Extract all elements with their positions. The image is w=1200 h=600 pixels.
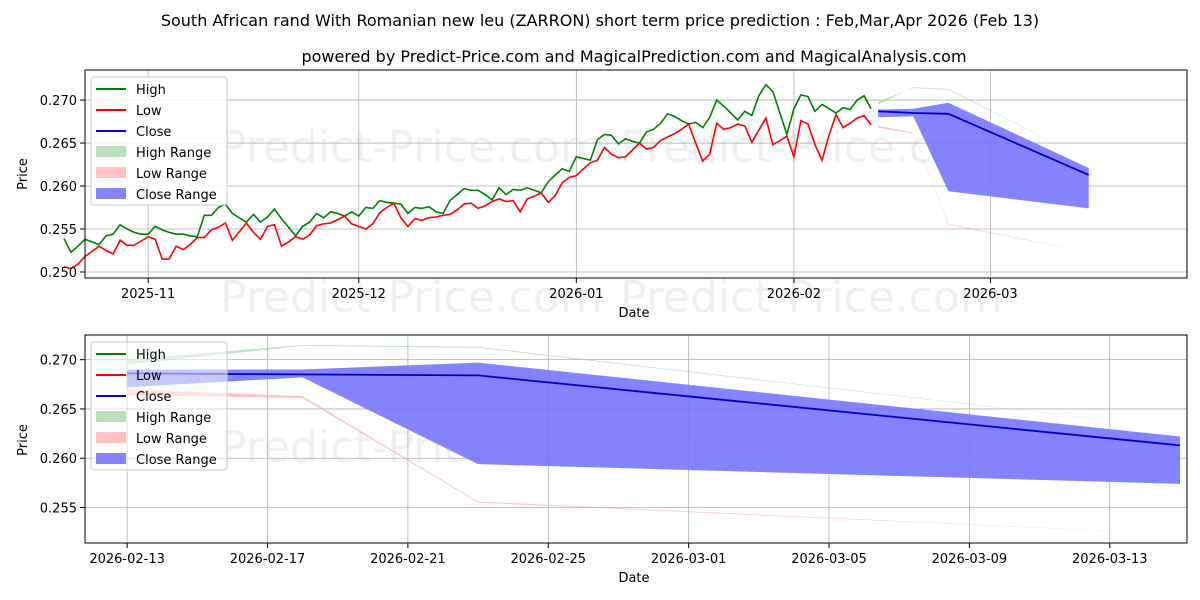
y-tick-label: 0.260 — [40, 180, 77, 195]
top-plot-frame — [84, 69, 1188, 279]
x-tick-label: 2026-03-05 — [791, 552, 867, 567]
legend-low-range-label: Low Range — [136, 167, 207, 182]
top-y-axis-label: Price — [16, 158, 31, 190]
legend-high-range-swatch — [96, 411, 126, 422]
x-tick-label: 2026-02-21 — [370, 552, 446, 567]
legend-high-range-swatch — [96, 146, 126, 157]
y-tick-label: 0.255 — [40, 502, 77, 517]
x-tick-label: 2026-02-13 — [89, 552, 165, 567]
legend-close-range-label: Close Range — [136, 453, 217, 468]
bottom-y-axis-label: Price — [16, 424, 31, 456]
high-range-area — [127, 344, 1181, 429]
legend-close-label: Close — [136, 125, 171, 140]
y-tick-label: 0.255 — [40, 223, 77, 238]
legend-high-range-label: High Range — [136, 146, 211, 161]
x-tick-label: 2026-03-13 — [1072, 552, 1148, 567]
top-series-lines — [63, 83, 1090, 270]
low-line — [63, 112, 872, 270]
top-range-areas — [878, 87, 1089, 253]
close-forecast-line — [878, 110, 1090, 176]
x-tick-label: 2026-02-25 — [510, 552, 586, 567]
legend-close-range-label: Close Range — [136, 188, 217, 203]
legend-high-label: High — [136, 348, 166, 363]
x-tick-label: 2026-02 — [767, 287, 821, 302]
legend-low-range-swatch — [96, 432, 126, 443]
y-tick-label: 0.265 — [40, 137, 77, 152]
chart-subtitle: powered by Predict-Price.com and Magical… — [301, 47, 966, 66]
bottom-y-ticks: 0.255 0.260 0.265 0.270 — [40, 354, 85, 517]
legend-close-range-swatch — [96, 188, 126, 199]
legend-low-range-swatch — [96, 167, 126, 178]
bottom-legend: High Low Close High Range Low Range Clos… — [90, 341, 228, 471]
x-tick-label: 2025-12 — [332, 287, 386, 302]
close-range-area — [127, 362, 1181, 484]
bottom-x-axis-label: Date — [618, 571, 649, 586]
top-legend: High Low Close High Range Low Range Clos… — [90, 76, 228, 206]
legend-low-range-label: Low Range — [136, 432, 207, 447]
y-tick-label: 0.260 — [40, 452, 77, 467]
legend-low-label: Low — [136, 369, 162, 384]
bottom-panel: 2026-02-13 2026-02-17 2026-02-21 2026-02-25… — [16, 334, 1188, 586]
x-tick-label: 2025-11 — [121, 287, 175, 302]
high-line — [63, 83, 872, 254]
legend-high-range-label: High Range — [136, 411, 211, 426]
x-tick-label: 2026-03 — [963, 287, 1017, 302]
legend-high-label: High — [136, 83, 166, 98]
x-tick-label: 2026-03-01 — [651, 552, 727, 567]
x-tick-label: 2026-02-17 — [230, 552, 306, 567]
top-x-ticks: 2025-11 2025-12 2026-01 2026-02 2026-03 — [121, 278, 1018, 302]
watermark-text: Predict-Price.com — [220, 122, 603, 173]
x-tick-label: 2026-01 — [549, 287, 603, 302]
bottom-range-areas — [127, 344, 1181, 535]
watermark-text: Predict-Price.com — [620, 272, 1003, 323]
legend-close-range-swatch — [96, 453, 126, 464]
top-panel: 2025-11 2025-12 2026-01 2026-02 2026-03 0.25… — [16, 69, 1188, 321]
watermark-text: Predict-Price.com — [220, 272, 603, 323]
bottom-x-ticks: 2026-02-13 2026-02-17 2026-02-21 2026-02-25… — [89, 543, 1148, 567]
y-tick-label: 0.265 — [40, 403, 77, 418]
top-x-axis-label: Date — [618, 306, 649, 321]
chart-title: South African rand With Romanian new leu… — [161, 11, 1039, 30]
y-tick-label: 0.270 — [40, 354, 77, 369]
y-tick-label: 0.250 — [40, 266, 77, 281]
legend-close-label: Close — [136, 390, 171, 405]
bottom-plot-frame — [84, 334, 1188, 544]
close-range-area — [878, 102, 1089, 209]
top-y-ticks: 0.250 0.255 0.260 0.265 0.270 — [40, 94, 85, 281]
y-tick-label: 0.270 — [40, 94, 77, 109]
legend-low-label: Low — [136, 104, 162, 119]
x-tick-label: 2026-03-09 — [932, 552, 1008, 567]
